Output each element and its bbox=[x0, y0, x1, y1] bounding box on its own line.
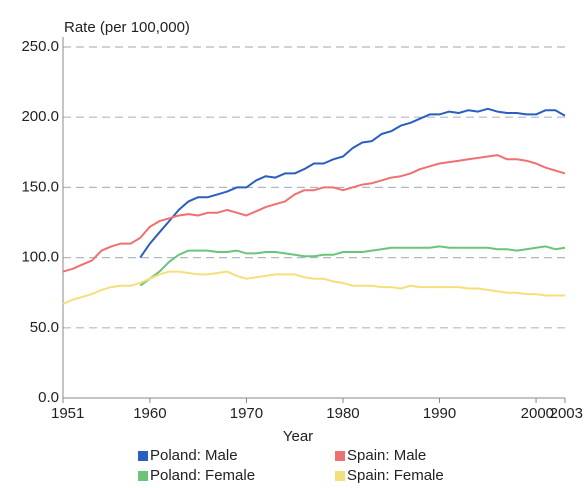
y-tick-label: 150.0 bbox=[21, 178, 59, 195]
legend-swatch bbox=[138, 451, 148, 461]
x-tick-label: 1970 bbox=[230, 405, 263, 422]
x-tick-label: 1951 bbox=[51, 405, 84, 422]
x-axis-label: Year bbox=[283, 428, 313, 445]
y-tick-label: 250.0 bbox=[21, 38, 59, 55]
x-tick-label: 2003 bbox=[550, 405, 583, 422]
series-line bbox=[139, 107, 566, 259]
legend-swatch bbox=[138, 471, 148, 481]
x-tick-label: 1960 bbox=[133, 405, 166, 422]
series-line bbox=[139, 245, 566, 287]
y-tick-label: 0.0 bbox=[38, 389, 59, 406]
series-line bbox=[62, 270, 565, 305]
x-tick-label: 1980 bbox=[326, 405, 359, 422]
y-axis-label: Rate (per 100,000) bbox=[64, 19, 190, 36]
legend-label: Poland: Female bbox=[150, 467, 255, 484]
x-tick-label: 2000 bbox=[521, 405, 554, 422]
y-tick-label: 50.0 bbox=[30, 319, 59, 336]
legend-swatch bbox=[335, 451, 345, 461]
legend-swatch bbox=[335, 471, 345, 481]
y-tick-label: 100.0 bbox=[21, 249, 59, 266]
x-tick-label: 1990 bbox=[423, 405, 456, 422]
legend-label: Spain: Female bbox=[347, 467, 444, 484]
legend-label: Spain: Male bbox=[347, 447, 426, 464]
legend-label: Poland: Male bbox=[150, 447, 238, 464]
series-line bbox=[62, 154, 566, 273]
y-tick-label: 200.0 bbox=[21, 108, 59, 125]
